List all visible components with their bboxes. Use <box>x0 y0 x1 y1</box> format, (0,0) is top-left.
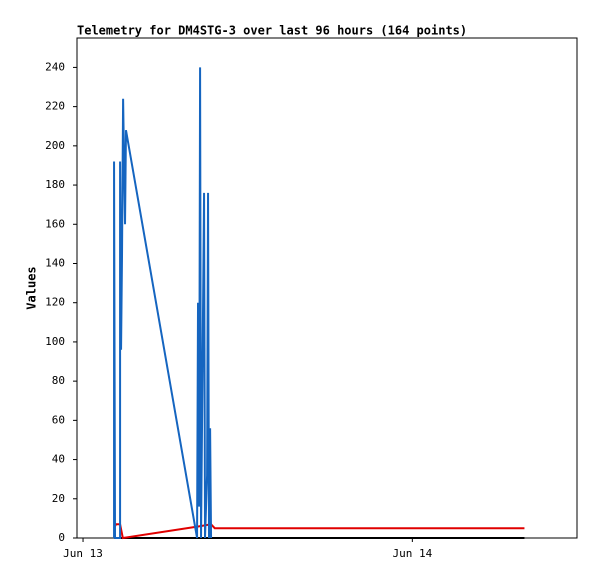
y-tick-label: 80 <box>52 374 65 387</box>
y-tick-label: 180 <box>45 178 65 191</box>
y-tick-label: 140 <box>45 256 65 269</box>
series-line <box>113 67 213 539</box>
y-tick-label: 240 <box>45 60 65 73</box>
x-tick-label: Jun 14 <box>392 547 432 560</box>
y-tick-label: 200 <box>45 139 65 152</box>
x-tick-label: Jun 13 <box>63 547 103 560</box>
y-tick-label: 220 <box>45 100 65 113</box>
y-tick-label: 100 <box>45 335 65 348</box>
y-tick-label: 20 <box>52 492 65 505</box>
y-tick-label: 160 <box>45 217 65 230</box>
y-tick-label: 0 <box>58 531 65 544</box>
y-tick-label: 40 <box>52 453 65 466</box>
y-axis-label: Values <box>25 266 39 309</box>
series-line <box>113 523 525 540</box>
chart-title: Telemetry for DM4STG-3 over last 96 hour… <box>77 24 467 38</box>
y-tick-label: 120 <box>45 296 65 309</box>
y-tick-label: 60 <box>52 413 65 426</box>
